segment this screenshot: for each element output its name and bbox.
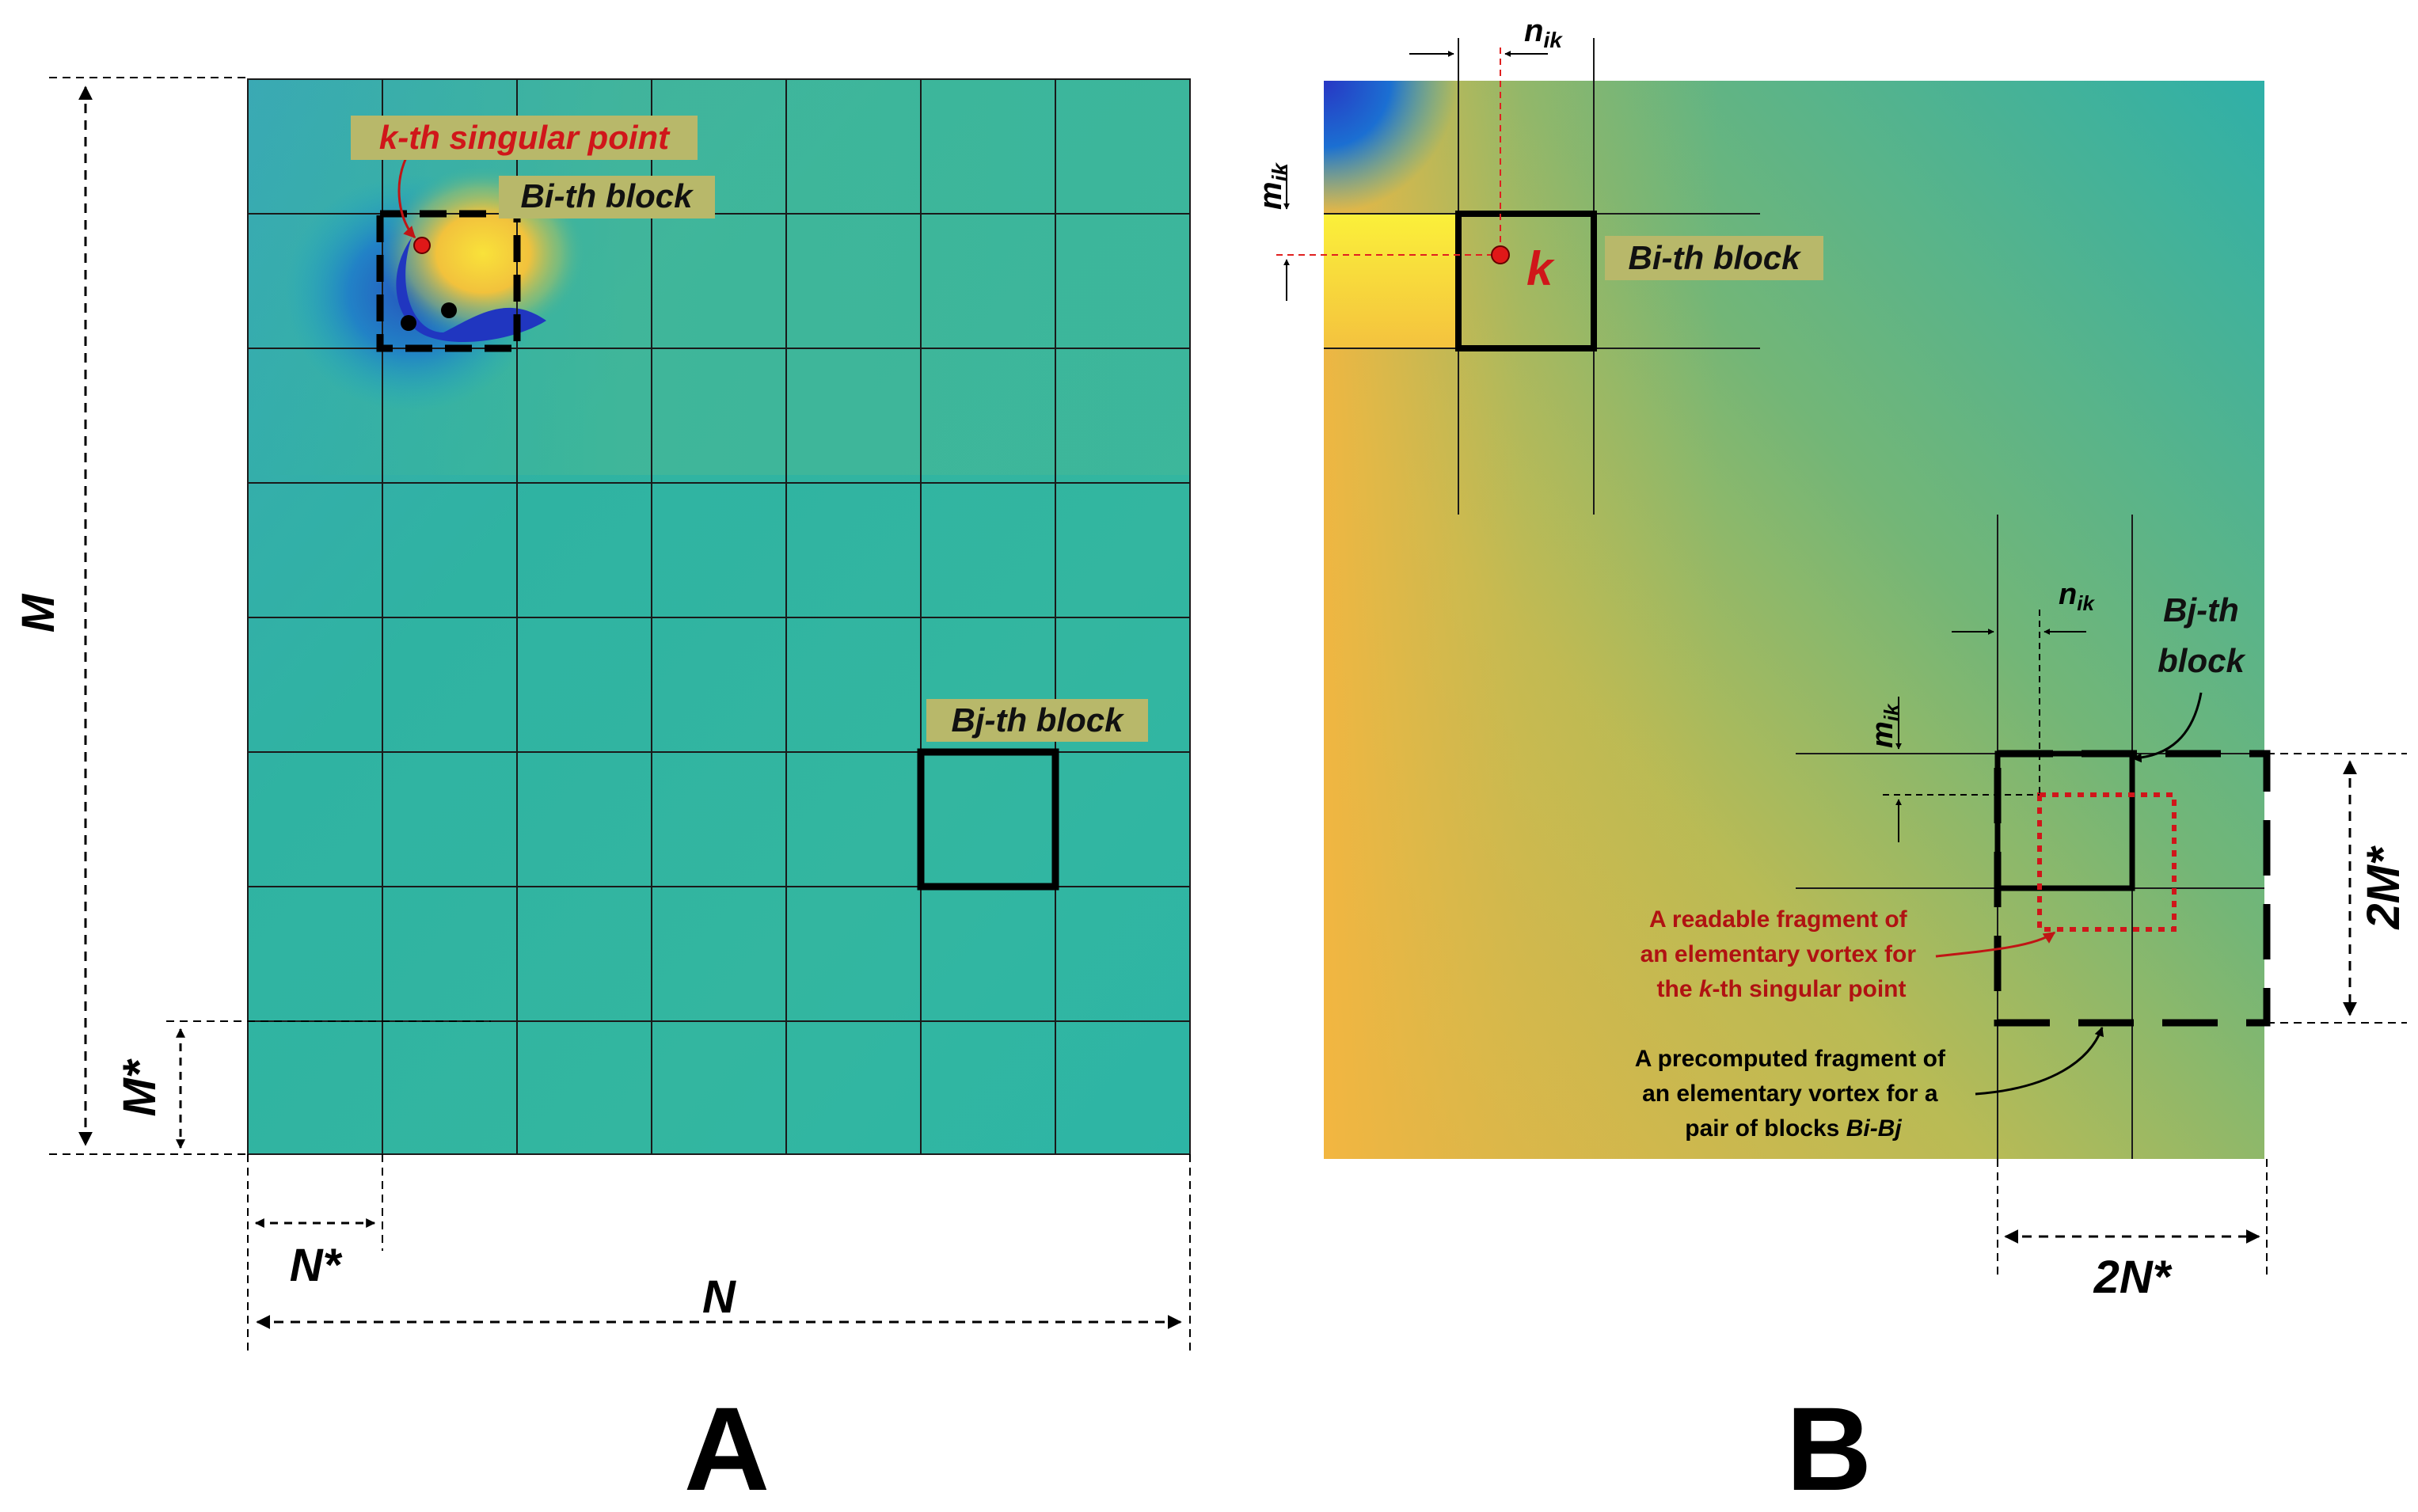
n-ik-top-label: nik	[1524, 13, 1563, 52]
panel-b-corner-blue	[1324, 81, 1457, 214]
panel-b-letter: B	[1786, 1382, 1872, 1512]
bi-label-b: Bi-th block	[1629, 239, 1803, 276]
dim-n-label: N	[702, 1271, 736, 1323]
panel-b: k Bi-th block nik mik	[1253, 13, 2409, 1512]
singular-label-bg	[351, 116, 698, 160]
bj-label-b: Bj-th block	[2158, 591, 2246, 679]
dim-n-ik-mid: nik	[1952, 578, 2095, 635]
dim-m-star-label: M*	[114, 1058, 165, 1116]
dim-2m-star: 2M*	[2267, 753, 2409, 1024]
panel-a-letter: A	[684, 1382, 770, 1512]
dim-m-ik-mid: mik	[1866, 697, 1903, 842]
n-ik-mid-label: nik	[2059, 578, 2095, 615]
singular-point-k	[413, 237, 431, 254]
dim-m-label: M	[13, 593, 64, 633]
dim-2n-star-label: 2N*	[2093, 1252, 2173, 1303]
k-label: k	[1526, 242, 1555, 295]
bj-block-outline	[917, 748, 1059, 891]
singular-label: k-th singular point	[379, 119, 671, 156]
singular-point	[441, 302, 457, 318]
dim-n-star-label: N*	[290, 1240, 343, 1291]
dim-2m-star-label: 2M*	[2358, 845, 2409, 930]
m-ik-mid-label: mik	[1866, 703, 1903, 748]
bi-block-outline	[376, 210, 521, 352]
bj-label-a: Bj-th block	[952, 701, 1126, 739]
bj-label-bg-a	[926, 699, 1148, 742]
dim-n-ik-top: nik	[1409, 13, 1563, 57]
precomputed-note: A precomputed fragment of an elementary …	[1635, 1046, 1952, 1142]
readable-note-pointer	[1935, 931, 2056, 958]
bi-block-outline-b	[1455, 211, 1597, 351]
dim-n: N	[256, 1154, 1191, 1354]
panel-a-dark-blue-swirl	[396, 237, 546, 343]
bj-label-pointer	[2131, 692, 2203, 763]
bi-label-bg	[499, 176, 715, 218]
dim-m-ik-top: mik	[1253, 162, 1292, 301]
bi-label: Bi-th block	[521, 177, 695, 215]
dim-2n-star: 2N*	[1997, 1159, 2268, 1303]
readable-note: A readable fragment of an elementary vor…	[1641, 906, 1923, 1002]
precomputed-note-pointer	[1975, 1026, 2104, 1096]
readable-fragment-outline	[2037, 792, 2177, 932]
panel-b-corner-yellow	[1324, 214, 1457, 348]
singular-point	[401, 315, 416, 331]
panel-a: k-th singular point Bi-th block Bj-th bl…	[13, 77, 1191, 1512]
m-ik-top-label: mik	[1253, 162, 1292, 210]
dim-n-star: N*	[247, 1154, 383, 1354]
singular-point-pointer	[397, 154, 416, 239]
dim-m: M	[13, 77, 248, 1155]
singular-point-k-b	[1491, 245, 1510, 264]
dim-m-star: M*	[114, 1020, 491, 1149]
bi-label-bg-b	[1605, 236, 1823, 280]
